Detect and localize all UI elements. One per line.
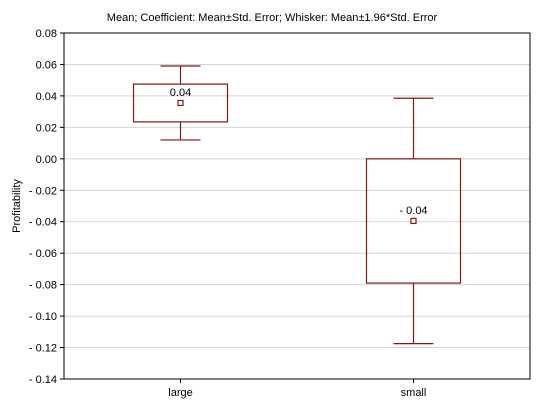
y-tick-label: - 0.08 <box>29 280 57 292</box>
grid-lines <box>64 63 530 349</box>
y-tick-label: 0.04 <box>36 91 57 103</box>
box-large <box>132 83 229 123</box>
y-tick-label: 0.00 <box>36 154 57 166</box>
plot-frame <box>63 32 531 380</box>
boxes: 0.04 - 0.04 <box>132 65 462 345</box>
y-tick-label: - 0.12 <box>29 343 57 355</box>
y-tick-label: 0.02 <box>36 122 57 134</box>
y-axis-ticks: 0.08 0.06 0.04 0.02 0.00 - 0.02 - 0.04 - 0.06 - … <box>29 28 64 386</box>
y-tick-label: - 0.14 <box>29 374 57 386</box>
box-small <box>365 158 462 284</box>
x-axis-ticks: large small <box>168 379 426 399</box>
x-tick-label: large <box>168 387 192 399</box>
mean-label-small: - 0.04 <box>399 205 427 217</box>
mean-label-large: 0.04 <box>170 87 191 99</box>
y-tick-label: 0.08 <box>36 28 57 40</box>
y-axis-label: Profitability <box>11 179 23 233</box>
x-tick-label: small <box>401 387 427 399</box>
y-tick-label: - 0.06 <box>29 248 57 260</box>
mean-marker-large <box>177 99 184 107</box>
y-tick-label: - 0.04 <box>29 217 57 229</box>
mean-marker-small <box>410 217 417 225</box>
y-tick-label: 0.06 <box>36 59 57 71</box>
y-tick-label: - 0.02 <box>29 185 57 197</box>
chart-title: Mean; Coefficient: Mean±Std. Error; Whis… <box>107 12 438 24</box>
y-tick-label: - 0.10 <box>29 311 57 323</box>
